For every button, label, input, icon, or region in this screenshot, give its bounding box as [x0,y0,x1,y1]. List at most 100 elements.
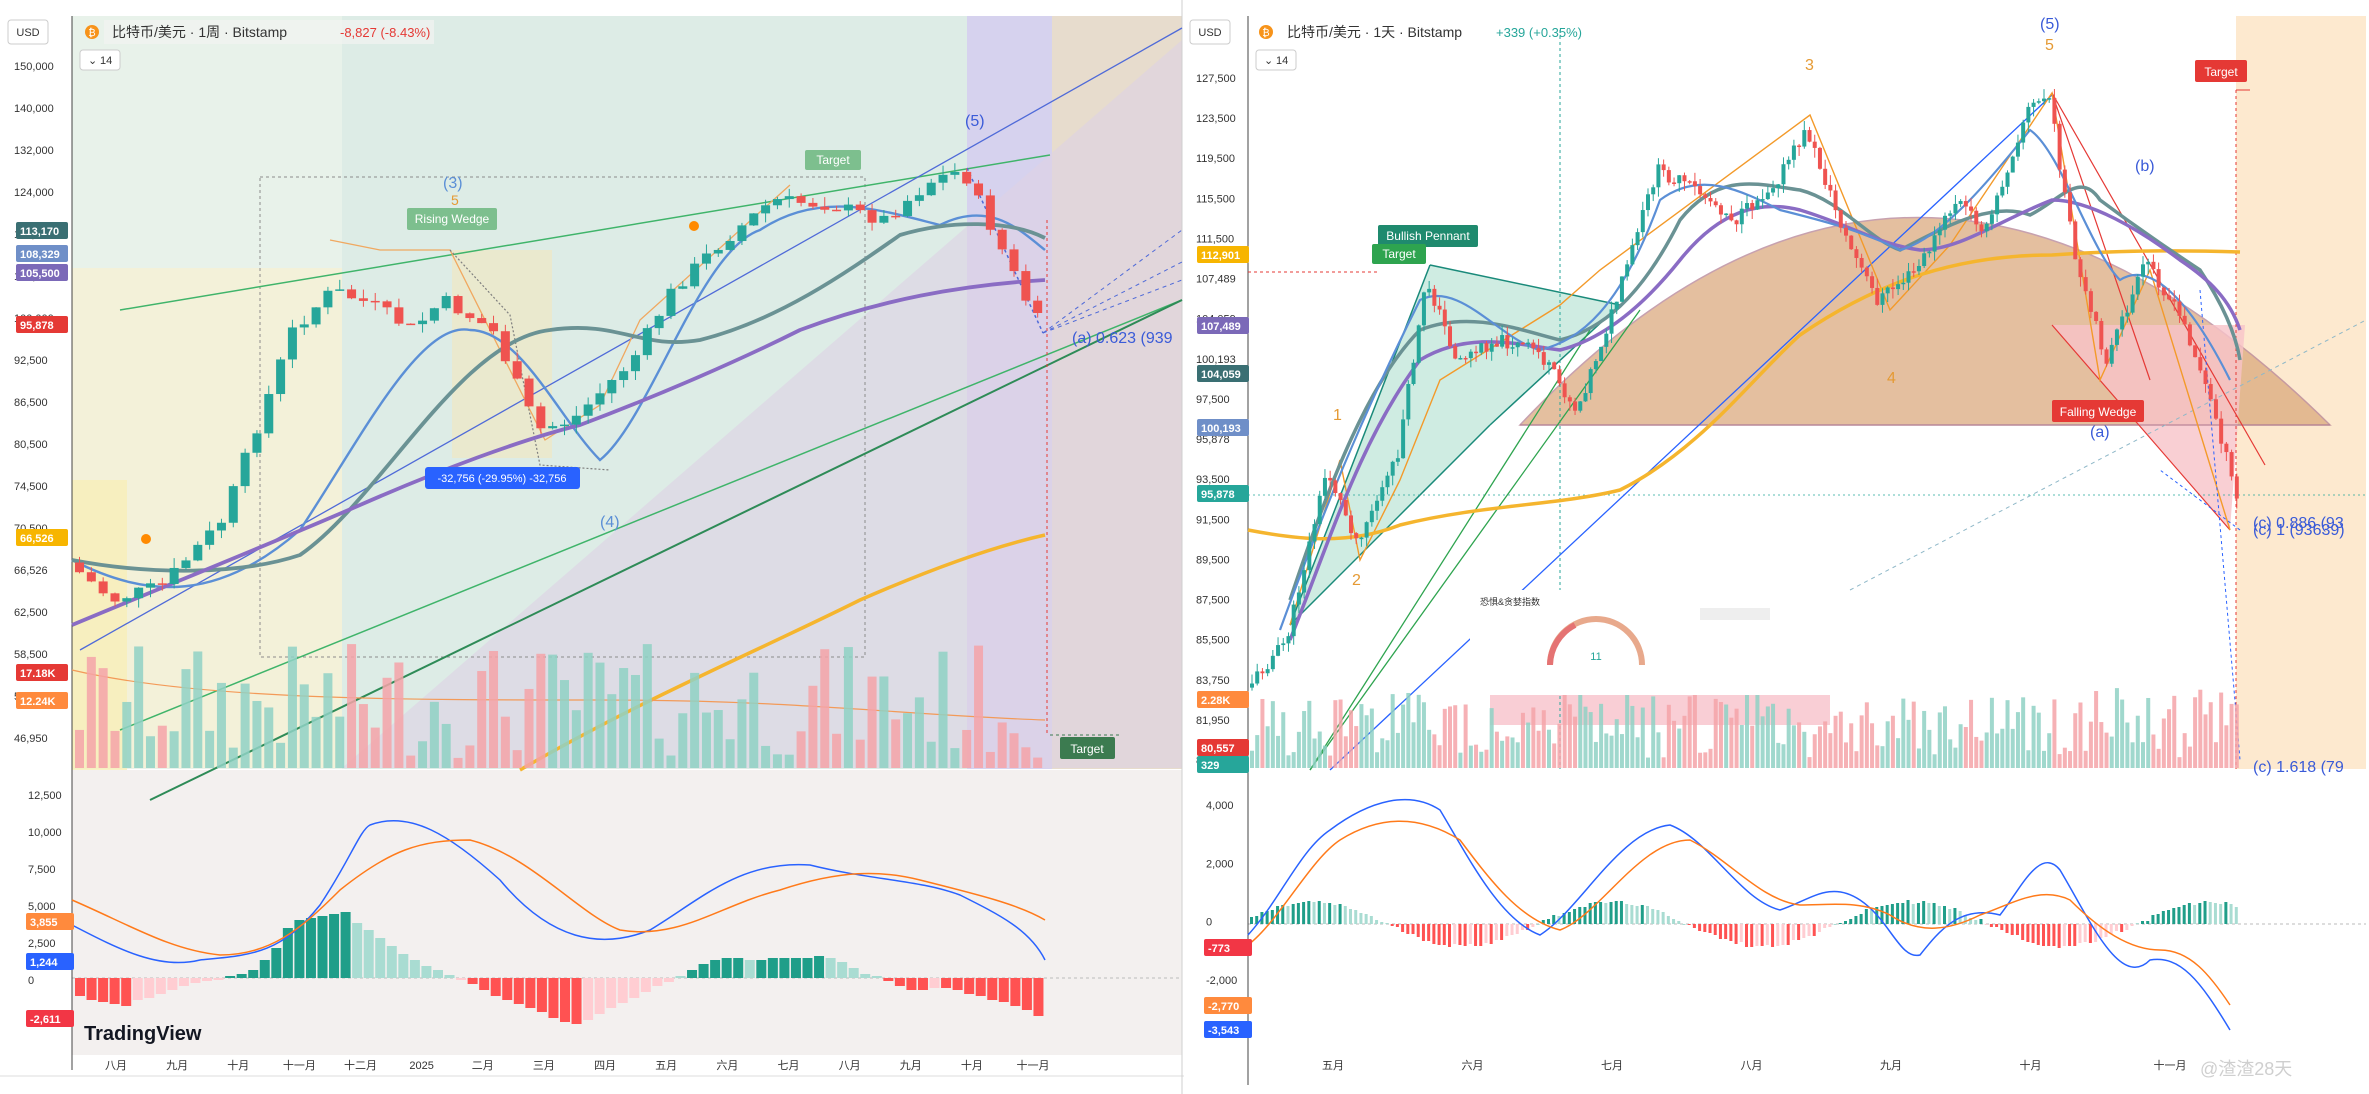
volume-bar [1776,742,1781,768]
candle-body [2083,277,2088,292]
left-price-tick: 132,000 [14,145,54,157]
volume-bar [2130,742,2135,768]
author-watermark: @渣渣28天 [2200,1059,2292,1079]
volume-bar [1255,735,1260,768]
right-marker-box [1197,317,1249,334]
macd-histogram-bar [1463,924,1467,946]
candle-body [1771,188,1776,193]
left-signal-line [71,839,1046,956]
left-currency-badge[interactable] [7,19,49,45]
candle-body [75,562,84,573]
macd-histogram-bar [1718,924,1722,939]
macd-histogram-bar [409,960,420,978]
volume-bar [1729,717,1734,768]
left-marker-label: 108,329 [20,249,60,261]
macd-histogram-bar [629,978,640,998]
right-currency-label: USD [1198,27,1221,39]
volume-bar [1708,748,1713,768]
candle-body [630,355,640,372]
volume-bar [1672,720,1677,768]
macd-histogram-bar [987,978,998,1000]
volume-bar [2193,697,2198,768]
macd-histogram-bar [2062,924,2066,946]
volume-bar [607,694,617,768]
candle-body [950,171,960,175]
candle-body [2213,399,2218,419]
left-marker-box [16,664,68,681]
candle-body [1599,346,1604,362]
candle-body [1463,357,1468,360]
candle-body [382,301,392,308]
macd-histogram-bar [1661,912,1665,924]
volume-bar [1286,755,1291,768]
candle-body [536,406,546,429]
candle-body [820,206,830,210]
volume-bar [2042,750,2046,768]
bullish-pennant-box [1378,225,1478,247]
volume-bar [2151,734,2156,768]
macd-histogram-bar [917,978,928,990]
candle-body [287,327,297,360]
candle-body [1859,257,1864,268]
volume-bar [2234,704,2239,768]
candle-body [560,424,569,427]
macd-histogram-bar [964,978,975,994]
macd-histogram-bar [1442,924,1446,945]
right-symbol-title[interactable]: 比特币/美元 · 1天 · Bitstamp [1287,24,1462,40]
volume-bar [2088,721,2093,768]
volume-bar [713,710,723,768]
macd-histogram-bar [640,978,651,992]
volume-bar [441,723,451,768]
macd-histogram-bar [1010,978,1021,1006]
macd-histogram-bar [814,956,825,978]
volume-bar [1765,706,1770,768]
right-currency-badge[interactable] [1189,19,1231,45]
volume-bar [1515,742,1520,768]
volume-bar [1677,728,1682,768]
left-indicator-toggle[interactable] [79,49,121,71]
macd-histogram-bar [259,960,270,978]
candle-body [1619,276,1624,302]
volume-bar [1614,719,1619,768]
macd-histogram-bar [2146,921,2150,924]
volume-bar [1557,723,1562,768]
left-macd-marker-label: -2,611 [30,1014,61,1026]
macd-histogram-bar [352,923,363,978]
macd-histogram-bar [1734,924,1738,944]
volume-bar [772,754,782,768]
candle-body [1296,592,1301,605]
candle-body [1875,287,1880,305]
volume-bar [489,651,499,768]
volume-bar [2208,702,2213,768]
macd-histogram-bar [2167,910,2171,924]
volume-bar [2094,691,2099,768]
macd-histogram-bar [952,978,963,990]
left-target-top-label: Target [816,153,850,167]
macd-histogram-bar [2125,924,2129,930]
candle-body [2031,102,2036,107]
macd-histogram-bar [1552,915,1556,924]
candle-body [406,323,416,326]
macd-histogram-bar [2198,903,2202,924]
left-symbol-title[interactable]: 比特币/美元 · 1周 · Bitstamp [112,24,287,40]
candle-body [1474,351,1479,354]
macd-histogram-bar [1385,923,1389,924]
volume-bar [1547,729,1551,768]
left-macd-axis: 12,500 10,000 7,500 5,000 2,500 0 3,855 1,244 -2… [26,790,74,1027]
candle-body [2224,443,2229,453]
macd-histogram-bar [906,978,917,990]
volume-bar [1958,724,1963,768]
candle-body [2234,476,2239,499]
volume-bar [1687,696,1692,768]
right-price-tick: 111,500 [1196,233,1234,245]
volume-bar [2187,746,2192,768]
right-marker-label: 329 [1201,760,1219,772]
volume-bar [1734,708,1739,768]
volume-bar [418,741,428,768]
left-target-top-box [805,150,861,170]
right-indicator-toggle[interactable] [1255,49,1297,71]
macd-histogram-bar [1401,924,1405,932]
macd-histogram-bar [2187,903,2191,924]
macd-histogram-bar [1286,906,1290,924]
volume-bar [2177,757,2182,768]
